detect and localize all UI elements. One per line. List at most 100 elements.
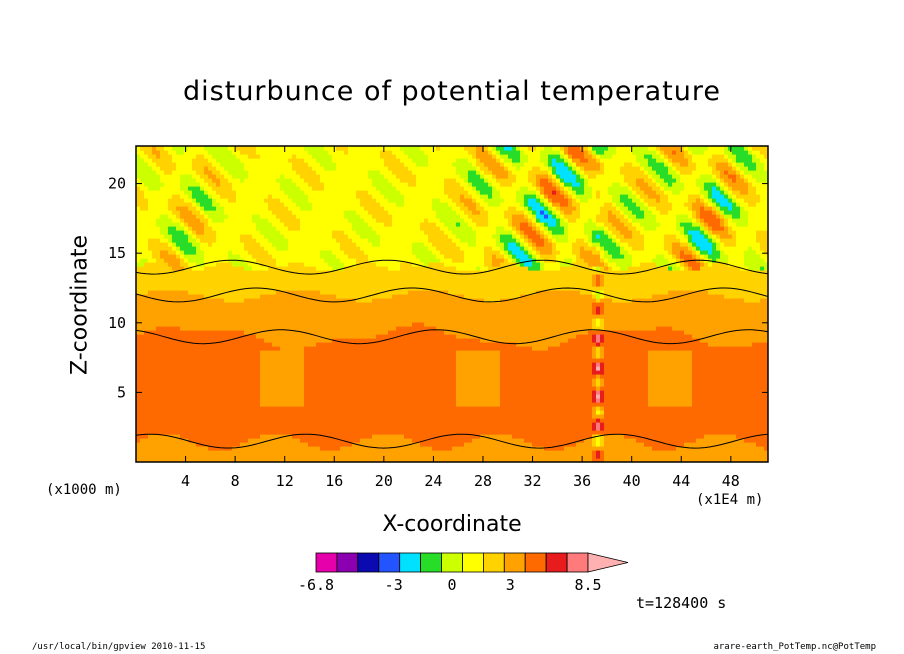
field-cell (272, 446, 277, 451)
field-cell (144, 434, 149, 439)
field-cell (200, 326, 205, 331)
field-cell (364, 282, 369, 287)
field-cell (172, 338, 177, 343)
field-cell (320, 214, 325, 219)
field-cell (380, 198, 385, 203)
field-cell (224, 326, 229, 331)
field-cell (188, 398, 193, 403)
field-cell (300, 194, 305, 199)
field-cell (248, 238, 253, 243)
field-cell (248, 146, 253, 151)
field-cell (256, 402, 261, 407)
field-cell (372, 162, 377, 167)
field-cell (172, 282, 177, 287)
field-cell (192, 350, 197, 355)
field-cell (312, 394, 317, 399)
field-cell (248, 322, 253, 327)
field-cell (172, 146, 177, 151)
field-cell (268, 174, 273, 179)
field-cell (248, 210, 253, 215)
field-cell (160, 170, 165, 175)
field-cell (360, 222, 365, 227)
field-cell (232, 198, 237, 203)
field-cell (380, 398, 385, 403)
field-cell (152, 314, 157, 319)
field-cell (260, 350, 265, 355)
field-cell (360, 370, 365, 375)
field-cell (152, 266, 157, 271)
field-cell (256, 246, 261, 251)
field-cell (312, 146, 317, 151)
field-cell (300, 262, 305, 267)
field-cell (352, 330, 357, 335)
field-cell (312, 246, 317, 251)
field-cell (248, 170, 253, 175)
field-cell (372, 446, 377, 451)
field-cell (200, 398, 205, 403)
field-cell (164, 230, 169, 235)
field-cell (304, 286, 309, 291)
field-cell (260, 382, 265, 387)
field-cell (260, 294, 265, 299)
field-cell (160, 254, 165, 259)
field-cell (372, 246, 377, 251)
field-cell (320, 382, 325, 387)
field-cell (360, 298, 365, 303)
field-cell (360, 318, 365, 323)
field-cell (228, 286, 233, 291)
field-cell (360, 398, 365, 403)
field-cell (184, 410, 189, 415)
field-cell (316, 458, 321, 462)
field-cell (252, 238, 257, 243)
field-cell (280, 158, 285, 163)
field-cell (204, 194, 209, 199)
field-cell (184, 454, 189, 459)
field-cell (272, 146, 277, 151)
field-cell (248, 154, 253, 159)
field-cell (320, 190, 325, 195)
field-cell (216, 154, 221, 159)
field-cell (376, 334, 381, 339)
field-cell (136, 418, 141, 423)
field-cell (156, 394, 161, 399)
field-cell (344, 234, 349, 239)
field-cell (372, 258, 377, 263)
field-cell (144, 234, 149, 239)
field-cell (340, 166, 345, 171)
field-cell (200, 450, 205, 455)
field-cell (256, 230, 261, 235)
field-cell (232, 338, 237, 343)
field-cell (168, 338, 173, 343)
field-cell (344, 242, 349, 247)
field-cell (264, 434, 269, 439)
field-cell (244, 306, 249, 311)
field-cell (160, 158, 165, 163)
field-cell (364, 450, 369, 455)
field-cell (232, 278, 237, 283)
field-cell (256, 450, 261, 455)
field-cell (268, 442, 273, 447)
field-cell (288, 230, 293, 235)
field-cell (196, 322, 201, 327)
field-cell (276, 282, 281, 287)
field-cell (152, 350, 157, 355)
field-cell (360, 410, 365, 415)
field-cell (204, 414, 209, 419)
field-cell (232, 210, 237, 215)
field-cell (196, 278, 201, 283)
field-cell (216, 346, 221, 351)
field-cell (156, 330, 161, 335)
field-cell (348, 386, 353, 391)
field-cell (140, 226, 145, 231)
field-cell (228, 178, 233, 183)
field-cell (172, 270, 177, 275)
field-cell (336, 386, 341, 391)
field-cell (324, 318, 329, 323)
field-cell (256, 270, 261, 275)
field-cell (204, 290, 209, 295)
field-cell (172, 170, 177, 175)
field-cell (372, 394, 377, 399)
field-cell (196, 270, 201, 275)
field-cell (276, 230, 281, 235)
field-cell (328, 446, 333, 451)
